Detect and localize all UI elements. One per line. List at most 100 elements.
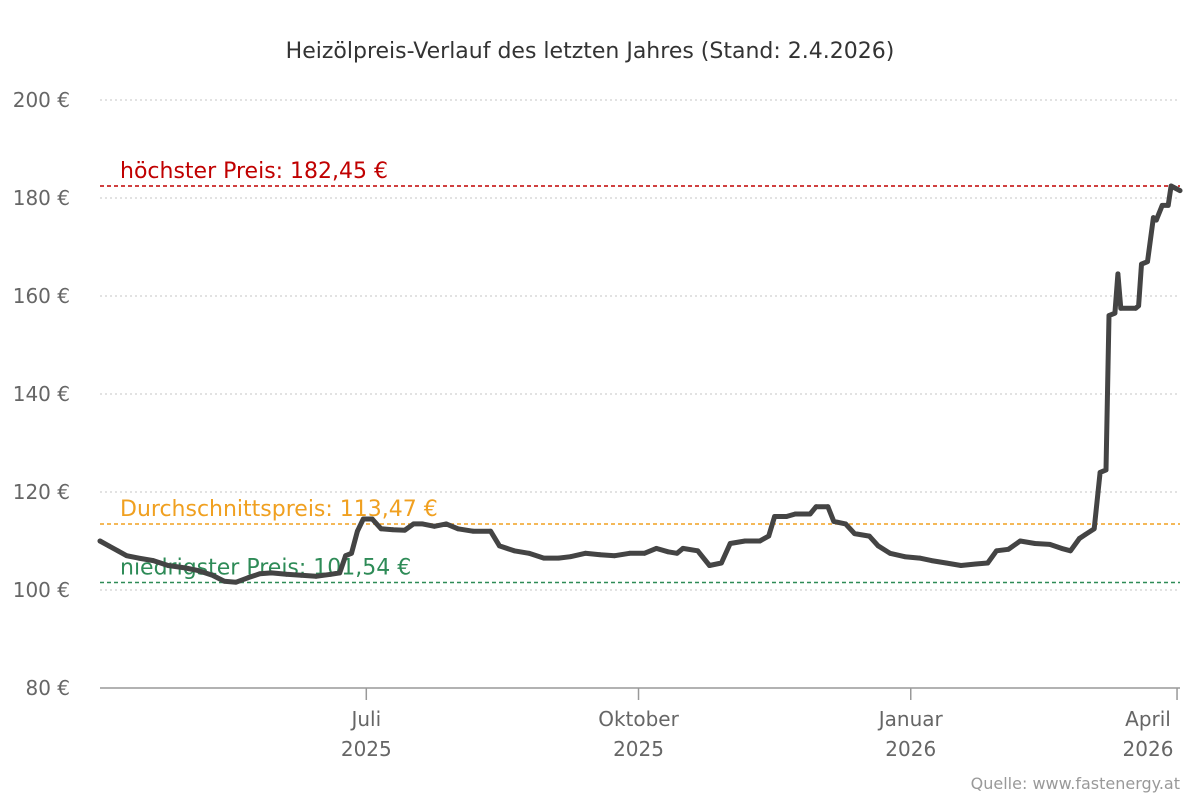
data-point [378,526,384,532]
data-point [742,538,748,544]
data-point [807,511,813,517]
data-point [1118,305,1124,311]
data-point [257,571,263,577]
data-point [653,546,659,551]
y-tick-label: 80 € [25,676,70,700]
data-point [420,521,425,527]
data-point [994,548,999,554]
price-series-line [97,183,1183,585]
data-point [343,553,348,559]
data-point [831,519,837,524]
data-point [488,528,493,534]
data-point [1059,546,1064,551]
data-point [1032,541,1038,546]
data-point [985,560,991,566]
data-point [136,555,141,561]
data-point [313,573,319,579]
data-point [150,558,156,563]
reference-label: Durchschnittspreis: 113,47 € [120,497,438,522]
data-point [612,553,618,559]
data-point [443,521,449,527]
data-point [875,543,881,549]
data-point [455,526,461,532]
data-point [1103,467,1109,473]
data-point [233,579,239,585]
data-point [766,533,772,539]
data-point [183,565,189,571]
data-point [1017,538,1023,544]
data-point [541,555,547,561]
data-point [497,543,502,549]
data-point [349,550,354,556]
data-point [1177,188,1183,194]
data-point [674,550,680,556]
data-point [1168,183,1174,189]
data-point [1153,217,1159,223]
data-point [1115,271,1121,277]
data-point [943,560,949,566]
data-point [1145,259,1150,265]
data-point [97,538,103,544]
data-point [511,548,517,554]
data-point [245,575,251,581]
y-axis: 80 € 100 € 120 € 140 € 160 € 180 € 200 € [13,88,70,700]
x-tick-year: 2026 [1123,737,1174,761]
data-point [195,568,201,573]
data-point [165,563,171,568]
chart-title: Heizölpreis-Verlauf des letzten Jahres (… [286,39,895,64]
x-tick-month: Oktober [598,707,679,731]
data-point [727,541,733,546]
data-point [411,521,416,527]
data-point [328,571,334,577]
data-point [432,523,437,529]
data-point [390,527,396,533]
x-axis: Juli 2025 Oktober 2025 Januar 2026 April 2026 [100,687,1180,761]
data-point [665,549,671,555]
data-point [1068,548,1073,554]
reference-label: niedrigster Preis: 101,54 € [120,555,411,580]
data-point [902,554,908,560]
data-point [210,572,215,578]
data-point [784,514,789,519]
data-point [825,504,831,510]
data-point [269,570,274,576]
data-point [470,528,476,534]
series-layer [97,183,1183,585]
y-tick-label: 180 € [13,186,70,210]
data-point [106,543,112,549]
reference-lines: höchster Preis: 182,45 € Durchschnittspre… [100,159,1180,584]
data-point [568,554,573,560]
reference-label: höchster Preis: 182,45 € [120,159,388,184]
x-tick-month: Juli [349,707,381,731]
data-point [1097,470,1103,475]
data-point [973,561,979,567]
x-tick-year: 2025 [613,737,664,761]
data-point [526,550,532,556]
data-point [1082,532,1088,537]
data-point [843,521,848,527]
data-point [695,548,701,554]
x-tick-year: 2025 [341,737,392,761]
data-point [124,553,129,559]
data-point [852,531,857,536]
data-point [597,552,603,558]
data-point [627,550,632,556]
data-point [1139,261,1144,267]
data-point [757,538,763,544]
data-point [402,527,408,533]
gridlines [100,99,1180,591]
x-tick-month: Januar [877,707,944,731]
data-point [887,550,893,556]
data-point [1077,536,1082,541]
data-point [866,533,872,539]
data-point [582,550,588,556]
data-point [813,504,819,510]
x-tick-year: 2026 [885,737,936,761]
data-point [360,516,366,522]
data-point [642,550,647,556]
y-tick-label: 140 € [13,382,70,406]
data-point [1047,542,1053,547]
source-credit[interactable]: Quelle: www.fastenergy.at [971,774,1180,793]
